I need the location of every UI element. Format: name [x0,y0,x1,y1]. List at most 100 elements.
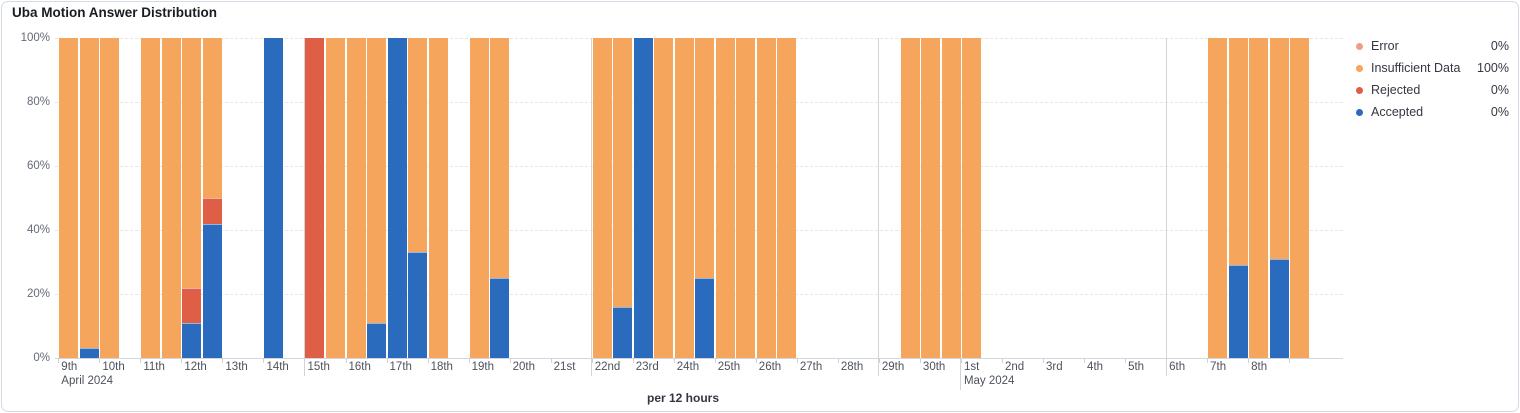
x-axis-tick-label: 19th [471,361,494,373]
bar-segment-insufficient [736,38,756,358]
bar-segment-rejected [305,38,325,358]
bar-day15-pm[interactable] [695,38,715,358]
x-axis-tick [140,358,142,363]
bar-day17-pm[interactable] [777,38,797,358]
bar-segment-insufficient [202,38,222,198]
x-axis-tick-label: 24th [676,361,700,373]
bar-segment-insufficient [367,38,387,323]
x-axis-tick [181,358,183,363]
bar-day29-pm[interactable] [1269,38,1289,358]
legend-item-accepted[interactable]: Accepted 0% [1356,101,1509,123]
bar-day1-am[interactable] [100,38,120,358]
x-axis-tick-label: 3rd [1046,361,1063,373]
bar-day15-am[interactable] [674,38,694,358]
x-axis-tick-label: 23rd [635,361,659,373]
x-axis-tick-label: 6th [1169,361,1186,373]
bar-segment-insufficient [346,38,366,358]
x-axis-tick [1125,358,1127,363]
x-axis-tick-label: 29th [881,361,905,373]
bar-segment-accepted [695,278,715,358]
x-axis-tick [304,358,306,363]
bar-day7-pm[interactable] [367,38,387,358]
bar-segment-insufficient [141,38,161,358]
x-axis-tick-label: 25th [717,361,741,373]
bar-day0-am[interactable] [59,38,79,358]
bar-segment-insufficient [613,38,633,307]
x-axis-caption: per 12 hours [646,391,720,405]
bar-day7-am[interactable] [346,38,366,358]
bar-day14-pm[interactable] [654,38,674,358]
bar-day8-pm[interactable] [408,38,428,358]
y-axis-tick-label: 0% [33,352,50,364]
bar-day14-am[interactable] [633,38,653,358]
chart-title: Uba Motion Answer Distribution [12,5,217,20]
bar-day28-am[interactable] [1208,38,1228,358]
bar-day17-am[interactable] [756,38,776,358]
bar-day28-pm[interactable] [1228,38,1248,358]
bar-day22-am[interactable] [961,38,981,358]
bar-segment-accepted [264,38,284,358]
x-axis-tick [1248,358,1250,363]
legend-item-error[interactable]: Error 0% [1356,35,1509,57]
time-marker-line [303,38,305,376]
bar-day21-pm[interactable] [941,38,961,358]
y-axis-tick-label: 60% [26,160,50,172]
x-axis-tick [1289,358,1291,363]
x-axis-tick [1166,358,1168,363]
bar-day30-am[interactable] [1290,38,1310,358]
bar-day10-am[interactable] [469,38,489,358]
x-axis-tick-label: 7th [1210,361,1227,373]
legend-swatch-icon [1356,42,1363,50]
bar-segment-insufficient [695,38,715,278]
bar-day9-am[interactable] [428,38,448,358]
x-axis-tick [878,358,880,363]
bar-segment-accepted [490,278,510,358]
legend-value: 0% [1490,83,1509,97]
bar-day5-am[interactable] [264,38,284,358]
bar-day16-pm[interactable] [736,38,756,358]
legend-item-insufficient[interactable]: Insufficient Data 100% [1356,57,1509,79]
y-axis-tick-label: 80% [26,96,50,108]
x-axis-tick [58,358,60,363]
bar-segment-accepted [1269,258,1289,358]
x-axis-tick [632,358,634,363]
legend-swatch-icon [1356,108,1363,116]
time-marker-line [960,38,962,390]
x-axis-tick-label: 1st May 2024 [963,361,1015,387]
bar-day6-am[interactable] [305,38,325,358]
bar-day20-pm[interactable] [900,38,920,358]
x-axis-line [55,358,1343,359]
y-axis-tick-label: 40% [26,224,50,236]
bar-segment-insufficient [182,38,202,288]
x-axis-tick-label: 14th [266,361,289,373]
legend-value: 100% [1477,61,1509,75]
bar-segment-insufficient [1208,38,1228,358]
bar-day2-am[interactable] [141,38,161,358]
bar-segment-accepted [367,322,387,358]
bar-day13-pm[interactable] [613,38,633,358]
legend-label: Accepted [1371,105,1424,119]
bar-segment-insufficient [900,38,920,358]
bar-day6-pm[interactable] [326,38,346,358]
bar-day0-pm[interactable] [79,38,99,358]
bar-segment-accepted [79,348,99,358]
legend-swatch-icon [1356,86,1363,94]
bar-day10-pm[interactable] [490,38,510,358]
x-axis-tick [468,358,470,363]
bar-day21-am[interactable] [920,38,940,358]
x-axis-tick [714,358,716,363]
bar-day13-am[interactable] [592,38,612,358]
legend-item-rejected[interactable]: Rejected 0% [1356,79,1509,101]
bar-day3-am[interactable] [182,38,202,358]
bar-segment-insufficient [428,38,448,358]
bar-day8-am[interactable] [387,38,407,358]
x-axis-tick [919,358,921,363]
bar-day3-pm[interactable] [202,38,222,358]
bar-day29-am[interactable] [1249,38,1269,358]
bar-segment-insufficient [59,38,79,358]
bar-day2-pm[interactable] [161,38,181,358]
x-axis-tick [1084,358,1086,363]
x-axis-tick-label: 15th [307,361,330,373]
bar-day16-am[interactable] [715,38,735,358]
